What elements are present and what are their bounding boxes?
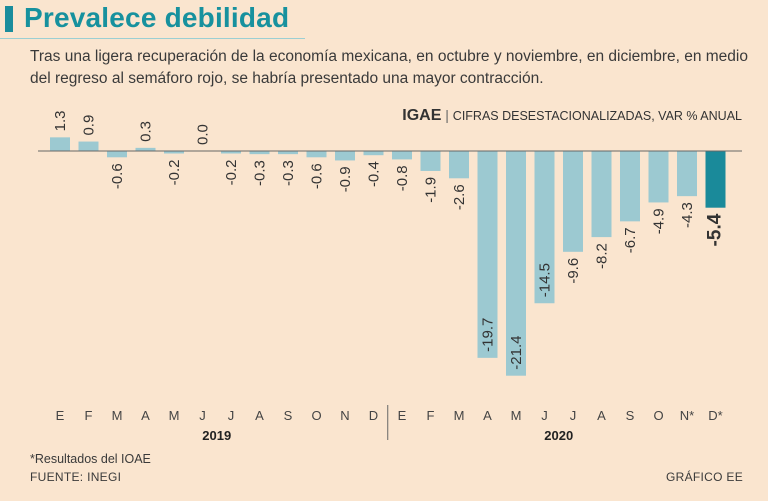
value-label-20: -8.2 xyxy=(594,243,611,269)
page-title: Prevalece debilidad xyxy=(24,2,290,33)
value-label-13: -0.8 xyxy=(394,165,411,191)
chart-title-bold: IGAE xyxy=(402,107,441,124)
bar-21 xyxy=(620,151,640,222)
month-label-16: A xyxy=(483,408,492,423)
bar-22 xyxy=(648,151,669,203)
value-label-17: -21.4 xyxy=(508,335,525,369)
month-label-14: F xyxy=(427,408,435,423)
bar-7 xyxy=(221,151,241,154)
value-label-16: -19.7 xyxy=(480,318,497,352)
bar-23 xyxy=(677,151,697,197)
chart-title: IGAE | CIFRAS DESESTACIONALIZADAS, VAR %… xyxy=(402,107,742,124)
value-label-19: -9.6 xyxy=(565,258,582,284)
month-label-7: J xyxy=(228,408,235,423)
source-note: FUENTE: INEGI xyxy=(30,470,122,484)
month-label-10: O xyxy=(311,408,321,423)
bar-20 xyxy=(591,151,612,238)
bar-5 xyxy=(164,151,184,154)
month-label-13: E xyxy=(398,408,407,423)
value-label-3: -0.6 xyxy=(109,163,126,189)
bar-14 xyxy=(420,151,441,171)
chart-title-separator: | xyxy=(441,107,452,123)
bar-16 xyxy=(477,151,498,358)
value-label-24: -5.4 xyxy=(705,213,726,246)
value-label-8: -0.3 xyxy=(252,160,269,186)
bar-9 xyxy=(278,151,298,155)
month-label-3: M xyxy=(112,408,123,423)
month-label-22: O xyxy=(653,408,663,423)
month-label-15: M xyxy=(454,408,465,423)
bar-13 xyxy=(392,151,412,160)
value-label-2: 0.9 xyxy=(81,115,98,136)
month-label-9: S xyxy=(284,408,293,423)
value-label-14: -1.9 xyxy=(423,177,440,203)
value-label-7: -0.2 xyxy=(223,160,240,186)
graphic-credit: GRÁFICO EE xyxy=(665,470,743,484)
month-label-17: M xyxy=(511,408,522,423)
month-label-11: N xyxy=(340,408,349,423)
value-label-11: -0.9 xyxy=(337,166,354,192)
bar-19 xyxy=(563,151,583,252)
value-label-6: 0.0 xyxy=(195,124,212,145)
bar-12 xyxy=(363,151,384,156)
month-label-1: E xyxy=(56,408,65,423)
title-underline xyxy=(0,38,305,39)
year-label-2019: 2019 xyxy=(202,428,231,443)
bar-8 xyxy=(249,151,270,155)
month-label-8: A xyxy=(255,408,264,423)
month-label-18: J xyxy=(541,408,548,423)
month-label-5: M xyxy=(169,408,180,423)
year-label-2020: 2020 xyxy=(544,428,573,443)
footnote: *Resultados del IOAE xyxy=(30,452,151,466)
value-label-12: -0.4 xyxy=(366,161,383,187)
month-label-6: J xyxy=(199,408,206,423)
bar-3 xyxy=(107,151,127,158)
month-label-20: A xyxy=(597,408,606,423)
month-label-23: N* xyxy=(680,408,694,423)
bar-10 xyxy=(306,151,327,158)
value-label-1: 1.3 xyxy=(52,110,69,131)
bar-18 xyxy=(534,151,555,304)
month-label-4: A xyxy=(141,408,150,423)
page-subtitle: Tras una ligera recuperación de la econo… xyxy=(30,48,748,87)
value-label-5: -0.2 xyxy=(166,160,183,186)
bar-2 xyxy=(78,141,99,151)
month-label-21: S xyxy=(626,408,635,423)
value-label-4: 0.3 xyxy=(138,121,155,142)
bar-11 xyxy=(335,151,355,161)
chart-title-rest: CIFRAS DESESTACIONALIZADAS, VAR % ANUAL xyxy=(453,109,742,123)
bar-4 xyxy=(135,147,156,151)
month-label-19: J xyxy=(570,408,577,423)
value-label-22: -4.9 xyxy=(651,208,668,234)
title-accent-bar xyxy=(5,6,13,32)
value-label-15: -2.6 xyxy=(451,184,468,210)
bar-1 xyxy=(50,137,70,151)
bar-24 xyxy=(705,151,726,208)
igae-bar-chart: IGAE | CIFRAS DESESTACIONALIZADAS, VAR %… xyxy=(38,107,742,443)
month-label-24: D* xyxy=(708,408,722,423)
value-label-9: -0.3 xyxy=(280,160,297,186)
month-label-2: F xyxy=(85,408,93,423)
bar-17 xyxy=(506,151,526,376)
value-label-10: -0.6 xyxy=(309,163,326,189)
value-label-18: -14.5 xyxy=(537,263,554,297)
value-label-23: -4.3 xyxy=(679,202,696,228)
value-label-21: -6.7 xyxy=(622,227,639,253)
month-label-12: D xyxy=(369,408,378,423)
bar-15 xyxy=(449,151,469,179)
